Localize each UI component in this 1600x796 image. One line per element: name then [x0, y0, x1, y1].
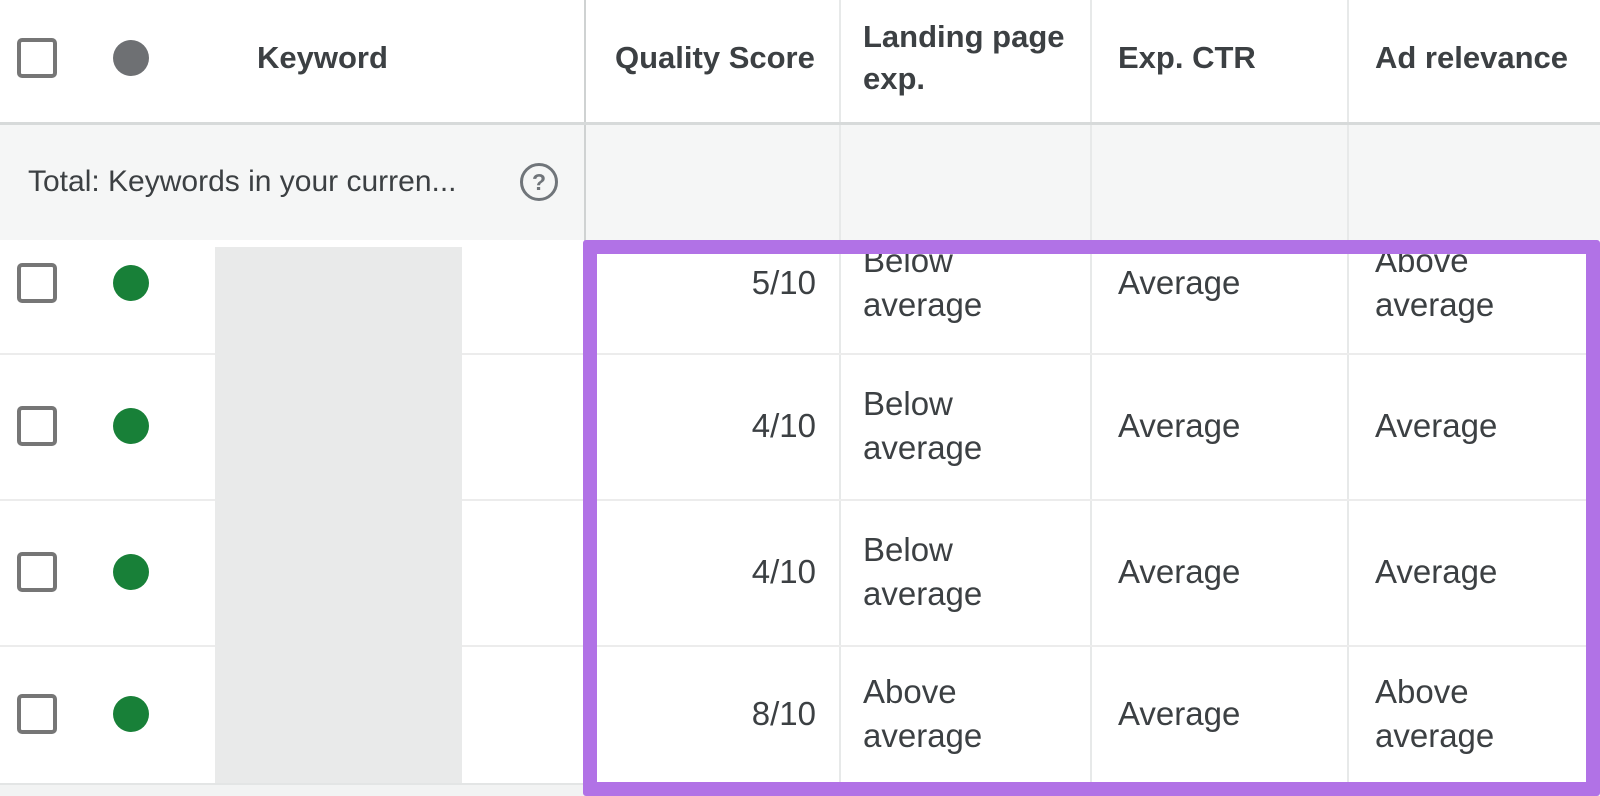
status-enabled-dot-icon[interactable] — [113, 408, 149, 444]
select-all-checkbox[interactable] — [17, 38, 57, 78]
column-header-ad-relevance[interactable]: Ad relevance — [1375, 40, 1568, 75]
row-checkbox[interactable] — [17, 406, 57, 446]
checkbox-icon — [17, 694, 57, 734]
landing-page-exp-cell: Below average — [863, 531, 983, 612]
keyword-redacted-block — [215, 247, 462, 783]
ad-relevance-cell: Above average — [1375, 673, 1495, 754]
exp-ctr-cell: Average — [1118, 263, 1241, 301]
exp-ctr-cell: Average — [1118, 407, 1241, 444]
checkbox-icon — [17, 38, 57, 78]
help-icon[interactable]: ? — [520, 163, 558, 201]
status-enabled-dot-icon[interactable] — [113, 696, 149, 732]
row-checkbox[interactable] — [17, 694, 57, 734]
total-row: Total: Keywords in your curren... ? — [0, 124, 1600, 240]
landing-page-exp-cell: Below average — [863, 385, 983, 466]
total-row-label: Total: Keywords in your curren... — [28, 165, 457, 198]
column-divider-ctr-adrelevance — [1347, 0, 1349, 796]
ad-relevance-cell: Above average — [1375, 241, 1495, 323]
checkbox-icon — [17, 552, 57, 592]
column-header-quality-score[interactable]: Quality Score — [615, 40, 815, 75]
column-header-landing-page-exp[interactable]: Landing page exp. — [863, 19, 1065, 96]
column-header-keyword[interactable]: Keyword — [257, 40, 388, 75]
quality-score-cell: 4/10 — [751, 553, 816, 590]
quality-score-cell: 8/10 — [751, 695, 816, 732]
row-divider — [0, 645, 1600, 647]
row-divider — [0, 499, 1600, 501]
table-header: Keyword Quality Score Landing page exp. … — [0, 0, 1600, 122]
exp-ctr-cell: Average — [1118, 553, 1241, 590]
quality-score-cell: 5/10 — [751, 263, 816, 301]
checkbox-icon — [17, 406, 57, 446]
checkbox-icon — [17, 262, 57, 303]
row-divider — [0, 353, 1600, 355]
row-checkbox[interactable] — [17, 262, 57, 303]
ad-relevance-cell: Average — [1375, 553, 1498, 590]
status-enabled-dot-icon[interactable] — [113, 554, 149, 590]
exp-ctr-cell: Average — [1118, 695, 1241, 732]
column-divider-quality-landing — [839, 0, 841, 796]
status-column-dot-icon — [113, 40, 149, 76]
table-row: 4/10 Below average Average Average — [0, 499, 1600, 645]
status-enabled-dot-icon[interactable] — [113, 264, 149, 301]
column-header-exp-ctr[interactable]: Exp. CTR — [1118, 40, 1256, 75]
column-divider-landing-ctr — [1090, 0, 1092, 796]
table-bottom-strip — [0, 783, 1600, 796]
table-row: 8/10 Above average Average Above average — [0, 645, 1600, 783]
row-checkbox[interactable] — [17, 552, 57, 592]
header-divider — [0, 122, 1600, 125]
quality-score-cell: 4/10 — [751, 407, 816, 444]
landing-page-exp-cell: Above average — [863, 673, 983, 754]
landing-page-exp-cell: Below average — [863, 241, 983, 323]
ad-relevance-cell: Average — [1375, 407, 1498, 444]
table-row: 4/10 Below average Average Average — [0, 353, 1600, 499]
